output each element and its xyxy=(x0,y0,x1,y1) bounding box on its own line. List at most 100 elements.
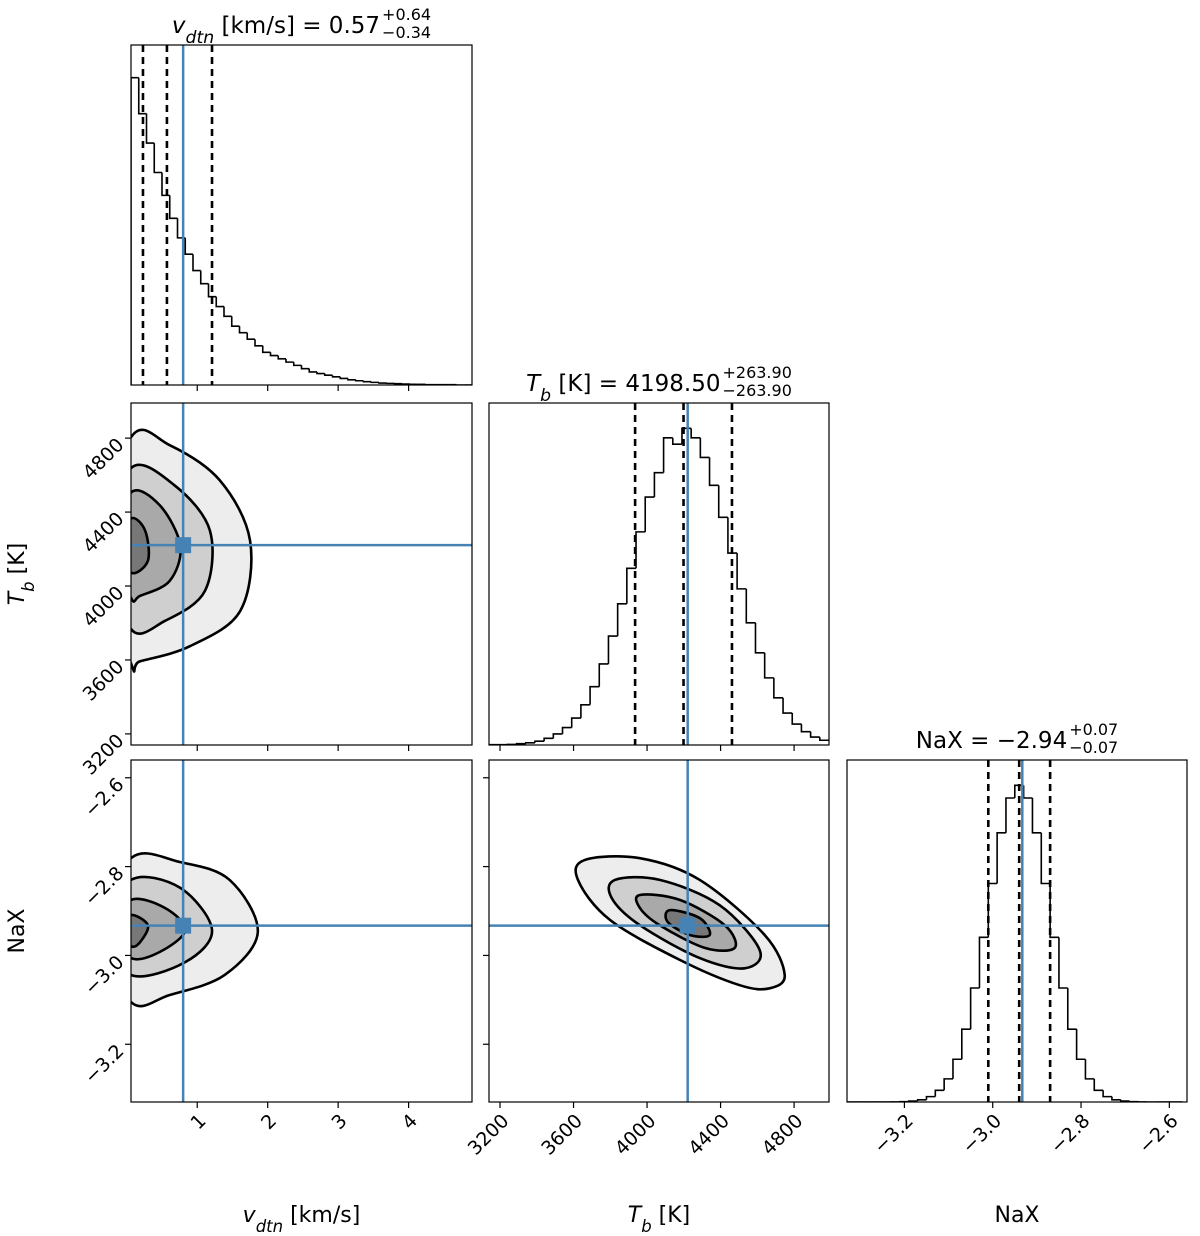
subscript: dtn xyxy=(256,1217,283,1233)
histogram-step xyxy=(737,553,746,589)
histogram-step xyxy=(224,307,232,317)
histogram-step xyxy=(340,377,348,379)
truth-marker xyxy=(175,537,191,553)
x-tick-label: 3 xyxy=(327,1110,351,1134)
x-tick-label: 2 xyxy=(257,1110,281,1134)
title-subscript: −263.90 xyxy=(722,381,791,400)
histogram-step xyxy=(1121,1100,1130,1101)
x-tick-label: −2.8 xyxy=(1046,1110,1094,1158)
histogram-step xyxy=(309,369,317,372)
histogram-step xyxy=(535,741,544,743)
histogram-step xyxy=(553,734,562,738)
y-tick-label: 3600 xyxy=(79,656,129,706)
histogram-step xyxy=(801,724,810,732)
plot-area xyxy=(489,760,829,1102)
histogram-step xyxy=(997,833,1006,884)
histogram-step xyxy=(820,737,829,740)
subscript: b xyxy=(19,581,38,591)
x-axis-label: NaX xyxy=(994,1203,1039,1228)
histogram-step xyxy=(333,375,341,377)
histogram-step xyxy=(1050,884,1059,938)
histogram-step xyxy=(255,339,263,346)
y-tick-label: 4800 xyxy=(79,434,129,484)
y-tick-label: 4000 xyxy=(79,582,129,632)
histogram-step xyxy=(710,457,719,485)
x-axis-label: vdtn [km/s] xyxy=(243,1203,361,1232)
histogram-step xyxy=(263,346,271,353)
histogram-step xyxy=(572,718,581,728)
histogram-step xyxy=(240,326,248,333)
histogram-step xyxy=(563,728,572,734)
histogram-step xyxy=(302,365,310,368)
histogram-step xyxy=(317,372,325,374)
histogram-step xyxy=(765,653,774,678)
histogram-step xyxy=(364,381,372,382)
subscript: b xyxy=(641,1217,651,1233)
x-tick-label: 4000 xyxy=(611,1110,661,1160)
plot-area xyxy=(100,403,472,745)
histogram-step xyxy=(599,664,608,687)
histogram-step xyxy=(1059,937,1068,988)
symbol: v xyxy=(243,1203,257,1228)
panel-title: Tb [K] = 4198.50 xyxy=(526,371,720,406)
histogram-step xyxy=(979,937,988,988)
x-tick-label: 1 xyxy=(187,1110,211,1134)
histogram-step xyxy=(962,1029,971,1059)
plot-area xyxy=(131,45,472,385)
title-subscript: −0.34 xyxy=(382,23,431,42)
histogram-step xyxy=(1085,1059,1094,1079)
histogram-step xyxy=(271,352,279,355)
histogram-step xyxy=(664,438,673,473)
truth-marker xyxy=(175,918,191,934)
histogram-step xyxy=(1094,1079,1103,1090)
histogram-step xyxy=(1112,1097,1121,1100)
y-tick-label: −2.8 xyxy=(80,862,128,910)
symbol: v xyxy=(172,13,186,39)
histogram-step xyxy=(1068,988,1077,1029)
title-superscript: +0.64 xyxy=(382,5,431,24)
histogram-step xyxy=(691,428,700,438)
histogram-step xyxy=(517,744,526,745)
y-tick-label: −3.2 xyxy=(80,1040,128,1088)
histogram-step xyxy=(147,114,155,143)
panel: Tb [K] = 4198.50+263.90−263.90 xyxy=(489,363,829,751)
histogram-step xyxy=(700,438,709,458)
panel-frame xyxy=(847,760,1187,1102)
y-tick-label: −3.0 xyxy=(80,951,128,999)
histogram-step xyxy=(1024,785,1033,798)
truth-marker xyxy=(680,918,696,934)
plot-area xyxy=(489,403,829,745)
histogram-step xyxy=(719,485,728,517)
histogram-step xyxy=(618,604,627,636)
x-tick-label: 4800 xyxy=(758,1110,808,1160)
x-tick-label: 3600 xyxy=(537,1110,587,1160)
y-axis-label: NaX xyxy=(5,908,30,953)
histogram-step xyxy=(935,1090,944,1096)
histogram-step xyxy=(170,195,178,218)
plot-area xyxy=(847,760,1183,1102)
x-tick-label: −3.2 xyxy=(870,1110,918,1158)
histogram-step xyxy=(154,143,162,172)
text: [K] xyxy=(5,543,30,582)
histogram-step xyxy=(294,362,302,365)
x-axis-label: Tb [K] xyxy=(628,1203,691,1232)
histogram-step xyxy=(581,705,590,718)
histogram-step xyxy=(673,438,682,444)
text: [km/s] = 0.57 xyxy=(214,13,380,39)
text: [K] = 4198.50 xyxy=(551,371,720,397)
panel-title: vdtn [km/s] = 0.57 xyxy=(172,13,380,48)
text: [K] xyxy=(652,1203,691,1228)
histogram-step xyxy=(286,359,294,362)
histogram-step xyxy=(918,1100,927,1101)
histogram-step xyxy=(774,678,783,698)
histogram-step xyxy=(1006,798,1015,833)
panel: vdtn [km/s] = 0.57+0.64−0.34 xyxy=(131,5,472,391)
histogram-step xyxy=(783,698,792,713)
histogram-step xyxy=(608,636,617,664)
histogram-step xyxy=(654,473,663,497)
